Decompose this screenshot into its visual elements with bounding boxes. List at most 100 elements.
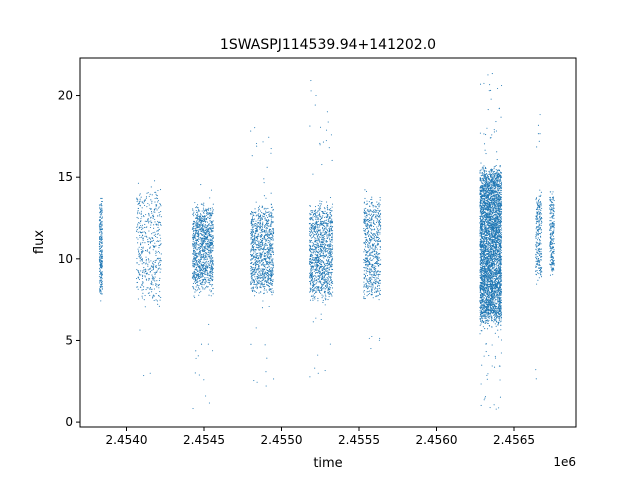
data-point <box>209 259 211 262</box>
data-point <box>210 277 212 279</box>
data-point <box>144 199 146 201</box>
data-point <box>317 245 319 247</box>
data-point <box>252 223 254 226</box>
data-point <box>200 272 202 274</box>
data-point <box>315 261 317 263</box>
data-point <box>100 263 102 265</box>
data-point <box>265 229 267 231</box>
data-point <box>206 246 208 248</box>
data-point <box>363 251 365 253</box>
data-point <box>270 211 272 213</box>
data-point <box>320 266 322 268</box>
data-point <box>374 234 377 236</box>
data-point <box>207 226 209 228</box>
data-point <box>371 196 373 198</box>
data-point <box>331 263 333 266</box>
data-point <box>263 195 265 197</box>
data-point <box>141 297 143 299</box>
data-point <box>256 145 258 147</box>
data-point <box>270 219 272 221</box>
data-point <box>315 243 317 246</box>
data-point <box>325 254 327 256</box>
data-point <box>363 222 365 224</box>
data-point <box>251 245 253 247</box>
data-point <box>326 277 328 279</box>
data-point <box>373 257 375 259</box>
data-point <box>194 230 196 232</box>
data-point <box>210 268 212 270</box>
data-point <box>258 240 260 242</box>
data-point <box>266 283 268 285</box>
data-point <box>197 214 199 216</box>
data-point <box>262 215 264 217</box>
data-point <box>264 271 266 273</box>
data-point <box>330 208 332 210</box>
data-point <box>328 290 330 293</box>
data-point <box>154 273 156 276</box>
data-point <box>192 223 195 225</box>
data-point <box>200 343 203 345</box>
data-point <box>372 214 374 216</box>
data-point <box>260 222 262 224</box>
data-point <box>329 292 331 294</box>
data-point <box>250 234 252 236</box>
data-point <box>327 257 329 259</box>
data-point <box>203 239 205 241</box>
data-point <box>153 247 155 249</box>
data-point <box>322 229 324 231</box>
data-point <box>203 205 205 207</box>
data-point <box>160 253 162 255</box>
data-point <box>324 213 326 215</box>
data-point <box>150 267 152 269</box>
data-point <box>317 259 319 261</box>
data-point <box>210 283 212 285</box>
data-point <box>370 268 372 270</box>
data-point <box>154 221 156 223</box>
data-point <box>140 232 143 234</box>
data-point <box>321 288 323 290</box>
data-point <box>252 241 254 243</box>
data-point <box>369 273 371 276</box>
data-point <box>201 281 203 284</box>
data-point <box>326 251 328 253</box>
data-point <box>138 227 140 229</box>
data-point <box>272 262 274 264</box>
data-point <box>147 220 149 222</box>
data-point <box>315 260 317 262</box>
data-point <box>210 276 212 278</box>
data-point <box>370 199 372 201</box>
chart-title: 1SWASPJ114539.94+141202.0 <box>220 37 436 53</box>
data-point <box>201 275 203 277</box>
data-point <box>364 212 366 214</box>
data-point <box>209 224 211 227</box>
data-point <box>195 253 197 255</box>
data-point <box>330 259 333 261</box>
data-point <box>99 208 101 210</box>
data-point <box>206 237 208 239</box>
data-point <box>137 207 139 210</box>
data-point <box>272 243 274 245</box>
data-point <box>255 291 257 294</box>
data-point <box>271 288 273 290</box>
data-point <box>327 256 329 258</box>
data-point <box>313 231 315 233</box>
data-point <box>145 268 147 270</box>
data-point <box>138 201 140 203</box>
data-point <box>260 274 262 276</box>
data-point <box>321 278 323 280</box>
data-point <box>204 288 206 290</box>
data-point <box>312 299 314 301</box>
data-point <box>327 224 329 226</box>
data-point <box>148 212 150 215</box>
data-point <box>212 284 214 286</box>
data-point <box>155 250 157 252</box>
data-point <box>268 289 270 291</box>
data-point <box>159 189 162 191</box>
data-point <box>324 220 326 222</box>
data-point <box>196 211 198 214</box>
data-point <box>141 277 143 279</box>
data-point <box>272 268 274 270</box>
data-point <box>380 218 382 220</box>
data-point <box>262 270 264 272</box>
